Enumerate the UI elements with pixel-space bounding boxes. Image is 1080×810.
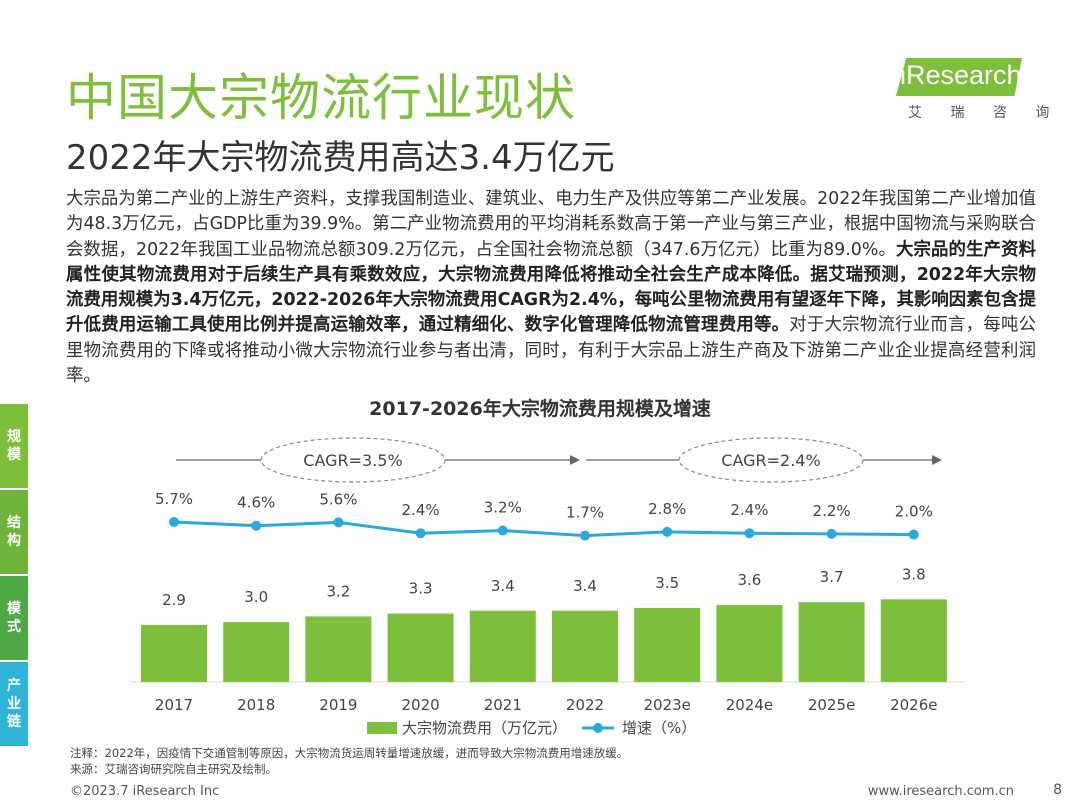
growth-point <box>826 528 837 539</box>
bar <box>634 607 701 682</box>
side-tab-label: 模式 <box>7 601 21 635</box>
cagr-arrow-head <box>932 455 942 465</box>
growth-value-label: 2.0% <box>895 503 933 521</box>
cagr-label-2017-2022: CAGR=3.5% <box>303 451 402 470</box>
bar <box>387 613 454 682</box>
page-number: 8 <box>1053 782 1062 798</box>
bar-value-label: 2.9 <box>162 591 186 609</box>
growth-value-label: 2.2% <box>813 502 851 520</box>
x-tick-label: 2019 <box>319 696 357 714</box>
x-tick-label: 2018 <box>237 696 275 714</box>
bar-value-label: 3.2 <box>326 582 350 600</box>
side-tab-label: 规模 <box>7 429 21 463</box>
growth-point <box>662 526 673 537</box>
bar-value-label: 3.4 <box>491 577 515 595</box>
page-subtitle: 2022年大宗物流费用高达3.4万亿元 <box>66 138 615 178</box>
growth-value-label: 3.2% <box>484 499 522 517</box>
bar <box>798 602 865 682</box>
paragraph-bold-text: 大宗品的生产资料属性使其物流费用对于后续生产具有乘数效应，大宗物流费用降低将推动… <box>66 239 1036 336</box>
chart-note: 注释：2022年，因疫情下交通管制等原因，大宗物流货运周转量增速放缓，进而导致大… <box>70 746 629 760</box>
chart-title: 2017-2026年大宗物流费用规模及增速 <box>369 398 711 420</box>
chart-source: 来源：艾瑞咨询研究院自主研究及绘制。 <box>70 762 277 776</box>
page-title: 中国大宗物流行业现状 <box>66 69 576 127</box>
growth-point <box>744 528 755 539</box>
cagr-ellipse <box>260 437 446 483</box>
side-tab-structure[interactable]: 结构 <box>0 490 28 574</box>
bar-value-label: 3.6 <box>737 571 761 589</box>
logo-badge <box>896 58 1022 96</box>
bar-value-label: 3.7 <box>820 568 844 586</box>
paragraph-text-2: 对于大宗物流行业而言，每吨公里物流费用的下降或将推动小微大宗物流行业参与者出清，… <box>66 315 1036 387</box>
footer-website[interactable]: www.iresearch.com.cn <box>867 784 1014 799</box>
paragraph-text-1: 大宗品为第二产业的上游生产资料，支撑我国制造业、建筑业、电力生产及供应等第二产业… <box>66 189 1036 260</box>
x-tick-label: 2020 <box>402 696 440 714</box>
x-tick-label: 2017 <box>155 696 193 714</box>
growth-value-label: 5.7% <box>155 490 193 508</box>
growth-value-label: 4.6% <box>237 494 275 512</box>
x-tick-label: 2023e <box>643 696 690 714</box>
bar-value-label: 3.0 <box>244 588 268 606</box>
side-tab-industry-chain[interactable]: 产业链 <box>0 662 28 746</box>
bar-value-label: 3.8 <box>902 565 926 583</box>
bar <box>223 622 290 682</box>
logo-subtitle: 艾 瑞 咨 询 <box>908 105 1062 121</box>
intro-paragraph: 大宗品为第二产业的上游生产资料，支撑我国制造业、建筑业、电力生产及供应等第二产业… <box>66 187 1036 389</box>
x-tick-label: 2022 <box>566 696 604 714</box>
growth-point <box>251 520 262 531</box>
side-tab-model[interactable]: 模式 <box>0 576 28 660</box>
legend-bar-label: 大宗物流费用（万亿元） <box>402 719 567 737</box>
growth-value-label: 2.8% <box>648 500 686 518</box>
bar <box>716 605 783 682</box>
x-tick-label: 2026e <box>890 696 937 714</box>
growth-point <box>415 528 426 539</box>
bar <box>141 625 207 682</box>
bar-value-label: 3.5 <box>655 574 679 592</box>
bar-value-label: 3.3 <box>409 580 433 598</box>
bar <box>469 610 536 682</box>
chart-area: 2.9 2017 3.0 2018 3.2 2019 3.3 2020 3.4 2021 3.4 20… <box>130 437 965 737</box>
growth-line <box>173 520 914 538</box>
growth-point <box>497 525 508 536</box>
bar <box>305 616 372 682</box>
cagr-label-2022-2026: CAGR=2.4% <box>721 451 820 470</box>
side-tab-scale[interactable]: 规模 <box>0 404 28 488</box>
side-tab-label: 产业链 <box>7 678 21 730</box>
growth-point <box>908 529 919 540</box>
cagr-ellipse <box>678 437 864 483</box>
x-tick-label: 2025e <box>808 696 855 714</box>
bar-value-label: 3.4 <box>573 577 597 595</box>
legend-line-label: 增速（%） <box>622 719 696 737</box>
x-tick-label: 2021 <box>484 696 522 714</box>
legend-line-marker <box>593 723 603 733</box>
growth-point <box>333 517 344 528</box>
growth-point <box>580 530 590 541</box>
growth-value-label: 5.6% <box>319 490 357 508</box>
growth-value-label: 2.4% <box>402 501 440 519</box>
iresearch-logo: iResearch 艾 瑞 咨 询 <box>886 58 1049 126</box>
legend-bar-swatch <box>367 722 397 734</box>
cagr-arrow-head <box>570 455 580 465</box>
growth-value-label: 2.4% <box>730 501 768 519</box>
growth-value-label: 1.7% <box>566 504 604 522</box>
x-tick-label: 2024e <box>726 696 773 714</box>
side-tab-label: 结构 <box>7 515 21 549</box>
footer-copyright: ©2023.7 iResearch Inc <box>70 784 220 799</box>
bar <box>552 610 618 682</box>
bar <box>880 599 947 682</box>
growth-point <box>169 517 179 527</box>
logo-brand: iResearch <box>900 60 1022 90</box>
